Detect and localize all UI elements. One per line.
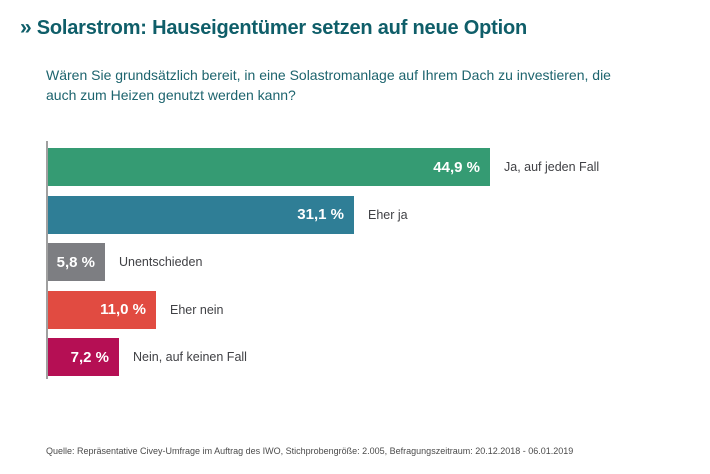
bar-label: Nein, auf keinen Fall xyxy=(133,350,247,364)
bar-value: 7,2 % xyxy=(70,348,109,366)
bar-row: 44,9 % Ja, auf jeden Fall xyxy=(48,148,701,186)
bar-chart: 44,9 % Ja, auf jeden Fall 31,1 % Eher ja 5,8… xyxy=(46,141,701,379)
bar-value: 11,0 % xyxy=(100,301,146,318)
y-axis-line xyxy=(46,141,48,379)
bar-label: Unentschieden xyxy=(119,255,203,269)
source-note: Quelle: Repräsentative Civey-Umfrage im … xyxy=(46,446,574,456)
bar: 31,1 % xyxy=(48,195,354,234)
bar-value: 31,1 % xyxy=(297,206,344,223)
bar-row: 5,8 % Unentschieden xyxy=(48,243,701,281)
bar-label: Eher ja xyxy=(368,207,408,222)
bar: 5,8 % xyxy=(48,243,105,281)
bar: 7,2 % xyxy=(48,338,119,376)
bar-label: Eher nein xyxy=(170,302,224,317)
bar-label: Ja, auf jeden Fall xyxy=(504,160,600,174)
bar-row: 31,1 % Eher ja xyxy=(48,195,701,234)
chevron-right-icon: » xyxy=(20,16,32,39)
bar-value: 5,8 % xyxy=(56,253,95,271)
bar-value: 44,9 % xyxy=(433,158,480,176)
survey-question: Wären Sie grundsätzlich bereit, in eine … xyxy=(46,67,611,103)
header: » Solarstrom: Hauseigentümer setzen auf … xyxy=(20,17,527,40)
page-title: Solarstrom: Hauseigentümer setzen auf ne… xyxy=(36,17,527,39)
bar-row: 11,0 % Eher nein xyxy=(48,290,701,329)
bar-row: 7,2 % Nein, auf keinen Fall xyxy=(48,338,701,376)
bar: 11,0 % xyxy=(48,290,156,329)
bar: 44,9 % xyxy=(48,148,490,186)
bar-rows: 44,9 % Ja, auf jeden Fall 31,1 % Eher ja 5,8… xyxy=(48,148,701,376)
